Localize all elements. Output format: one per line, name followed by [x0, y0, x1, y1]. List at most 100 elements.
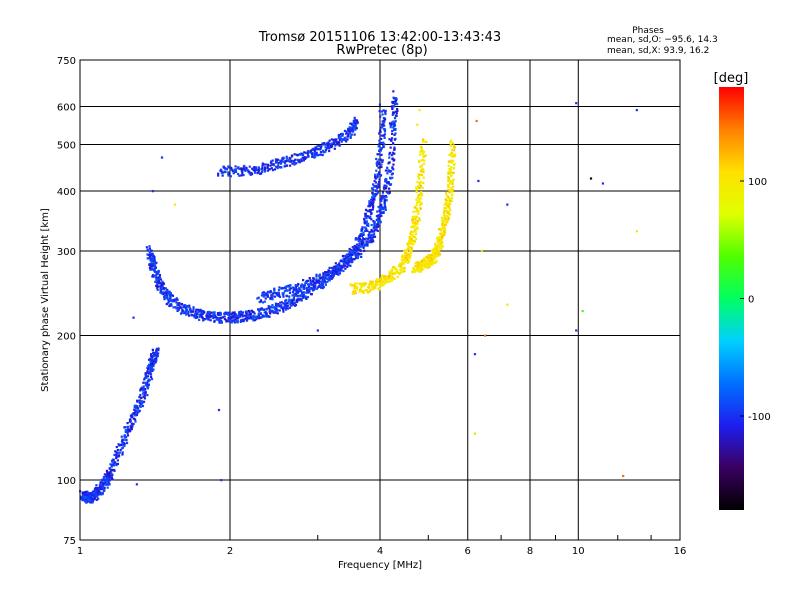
trace-point	[136, 412, 139, 415]
trace-point	[124, 426, 127, 429]
trace-point	[262, 295, 265, 298]
trace-point	[109, 470, 112, 473]
trace-point	[428, 254, 432, 257]
trace-point	[253, 318, 257, 322]
trace-point	[451, 190, 454, 193]
trace-point	[151, 348, 155, 351]
trace-point	[378, 217, 381, 220]
trace-point	[135, 410, 138, 413]
trace-point	[152, 351, 155, 355]
trace-point	[407, 260, 411, 263]
trace-point	[337, 141, 341, 144]
trace-point	[357, 248, 360, 251]
trace-point	[185, 309, 188, 312]
trace-point	[424, 259, 428, 262]
trace-point	[380, 207, 383, 210]
trace-point	[414, 218, 417, 221]
trace-point	[442, 211, 445, 215]
trace-point	[84, 499, 88, 502]
trace-point	[452, 144, 456, 147]
trace-point	[195, 313, 199, 316]
trace-point	[331, 271, 334, 274]
trace-point	[391, 154, 394, 157]
trace-point	[240, 167, 243, 170]
trace-point	[312, 283, 316, 287]
trace-point	[185, 313, 188, 316]
trace-point	[308, 150, 311, 154]
trace-point	[311, 280, 315, 283]
trace-point	[235, 316, 239, 320]
trace-point	[418, 182, 422, 186]
trace-point	[313, 150, 316, 153]
trace-point	[342, 138, 345, 141]
trace-point	[451, 182, 454, 186]
trace-point	[144, 387, 147, 391]
trace-point	[138, 409, 141, 412]
trace-point	[412, 210, 415, 213]
trace-point	[289, 164, 292, 167]
scatter-point	[477, 179, 480, 183]
trace-point	[124, 436, 128, 439]
trace-point	[416, 187, 419, 190]
trace-point	[104, 481, 107, 484]
trace-point	[94, 489, 97, 493]
trace-point	[415, 190, 418, 193]
trace-point	[332, 141, 336, 144]
trace-point	[380, 208, 383, 211]
trace-point	[423, 260, 426, 263]
trace-point	[176, 302, 180, 306]
trace-point	[269, 291, 273, 294]
trace-point	[339, 137, 343, 140]
trace-point	[103, 473, 106, 476]
trace-point	[150, 377, 154, 381]
trace-point	[281, 157, 284, 160]
trace-point	[445, 207, 448, 210]
trace-point	[258, 168, 261, 171]
trace-point	[402, 270, 405, 273]
trace-point	[288, 291, 292, 295]
trace-point	[251, 310, 254, 313]
trace-point	[85, 492, 88, 495]
trace-point	[368, 241, 371, 244]
trace-point	[382, 208, 385, 211]
trace-point	[263, 166, 267, 169]
trace-point	[356, 238, 359, 241]
trace-point	[310, 293, 313, 296]
trace-point	[366, 240, 369, 243]
trace-point	[376, 160, 379, 163]
trace-point	[159, 278, 162, 281]
trace-point	[301, 153, 305, 157]
trace-point	[344, 136, 347, 139]
trace-point	[388, 138, 391, 141]
trace-point	[166, 297, 169, 300]
trace-point	[286, 289, 289, 292]
trace-point	[361, 226, 364, 229]
trace-point	[326, 144, 330, 147]
trace-point	[369, 281, 372, 284]
trace-point	[292, 296, 296, 300]
trace-point	[420, 191, 423, 194]
trace-point	[143, 397, 146, 400]
trace-point	[437, 254, 440, 257]
trace-point	[393, 266, 396, 269]
trace-point	[370, 198, 373, 201]
trace-point	[417, 212, 420, 215]
trace-point	[85, 495, 88, 498]
trace-point	[367, 233, 370, 237]
trace-point	[125, 441, 129, 445]
trace-point	[117, 454, 121, 457]
trace-point	[339, 264, 343, 268]
trace-point	[226, 312, 229, 315]
x-tick-label: 16	[674, 546, 687, 557]
trace-point	[433, 250, 436, 253]
trace-point	[241, 167, 244, 170]
trace-point	[188, 304, 191, 307]
trace-point	[271, 295, 274, 298]
trace-point	[450, 161, 453, 165]
trace-point	[330, 142, 334, 145]
trace-point	[384, 112, 387, 116]
trace-point	[146, 394, 149, 397]
trace-point	[190, 313, 193, 316]
trace-point	[396, 109, 399, 113]
